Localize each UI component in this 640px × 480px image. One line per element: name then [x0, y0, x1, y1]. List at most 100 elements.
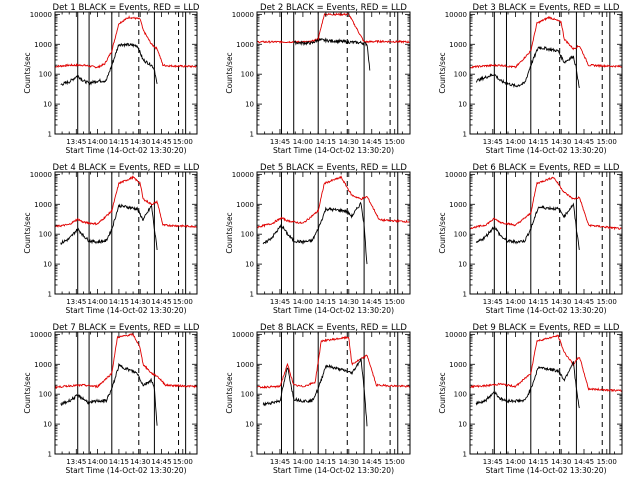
x-tick-label: 14:30: [339, 458, 359, 466]
y-axis-label: Counts/sec: [23, 212, 32, 253]
panel-det-4: 1 10 100 1000 10000 13:45 14:00 14:15 14:30 14:45…: [23, 163, 200, 315]
series-events-det-9: [475, 361, 580, 409]
x-tick-label: 13:45: [270, 298, 290, 306]
y-tick-label: 10000: [445, 331, 467, 339]
series-events-det-7: [60, 362, 158, 426]
y-tick-label: 1: [250, 291, 254, 299]
panel-det-2: 1 10 100 1000 10000 13:45 14:00 14:15 14:30 14:45…: [225, 3, 411, 155]
x-tick-label: 14:30: [130, 298, 150, 306]
y-tick-label: 1000: [34, 41, 52, 49]
panel-title: Det 1 BLACK = Events, RED = LLD: [53, 3, 200, 13]
x-tick-label: 14:30: [130, 138, 150, 146]
x-tick-label: 14:30: [551, 138, 571, 146]
x-tick-label: 14:15: [316, 298, 336, 306]
y-tick-label: 100: [241, 231, 254, 239]
x-tick-label: 15:00: [173, 138, 193, 146]
x-tick-label: 14:15: [109, 298, 129, 306]
x-axis-label: Start Time (14-Oct-02 13:30:20): [273, 306, 394, 315]
x-tick-label: 14:15: [316, 458, 336, 466]
x-tick-label: 14:30: [339, 298, 359, 306]
y-tick-label: 10000: [445, 11, 467, 19]
series-events-det-6: [475, 202, 580, 250]
series-events-det-3: [475, 46, 580, 89]
panel-det-8: 1 10 100 1000 10000 13:45 14:00 14:15 14:30 14:45…: [225, 323, 411, 475]
y-tick-label: 1000: [236, 201, 254, 209]
y-axis-label: Counts/sec: [438, 212, 447, 253]
panel-title: Det 7 BLACK = Events, RED = LLD: [53, 323, 200, 333]
x-axis-label: Start Time (14-Oct-02 13:30:20): [485, 466, 606, 475]
x-tick-label: 13:45: [270, 458, 290, 466]
x-tick-label: 15:00: [597, 138, 617, 146]
x-tick-label: 15:00: [597, 298, 617, 306]
x-tick-label: 14:45: [362, 138, 382, 146]
x-axis-label: Start Time (14-Oct-02 13:30:20): [65, 146, 186, 155]
panel-title: Det 3 BLACK = Events, RED = LLD: [473, 3, 620, 13]
plot-frame: [256, 171, 411, 295]
series-events-det-1: [60, 42, 158, 86]
x-tick-label: 14:45: [151, 138, 171, 146]
x-tick-label: 13:45: [66, 138, 86, 146]
y-tick-label: 10: [43, 261, 52, 269]
y-tick-label: 100: [39, 71, 52, 79]
y-tick-label: 100: [454, 71, 467, 79]
x-tick-label: 13:45: [66, 298, 86, 306]
x-tick-label: 13:45: [270, 138, 290, 146]
y-axis-label: Counts/sec: [23, 372, 32, 413]
x-axis-label: Start Time (14-Oct-02 13:30:20): [65, 466, 186, 475]
x-tick-label: 14:15: [528, 298, 548, 306]
y-tick-label: 10: [458, 421, 467, 429]
panel-title: Det 9 BLACK = Events, RED = LLD: [473, 323, 620, 333]
x-tick-label: 14:00: [293, 298, 313, 306]
plot-frame: [54, 11, 198, 135]
y-tick-label: 100: [241, 71, 254, 79]
x-tick-label: 13:45: [483, 298, 503, 306]
panel-det-9: 1 10 100 1000 10000 13:45 14:00 14:15 14:30 14:45…: [438, 323, 623, 475]
y-axis-label: Counts/sec: [225, 212, 234, 253]
series-lld-det-6: [469, 176, 622, 231]
x-tick-label: 14:00: [88, 458, 108, 466]
y-tick-label: 1: [48, 131, 52, 139]
y-tick-label: 10000: [232, 171, 254, 179]
panel-det-6: 1 10 100 1000 10000 13:45 14:00 14:15 14:30 14:45…: [438, 163, 623, 315]
panel-det-1: 1 10 100 1000 10000 13:45 14:00 14:15 14:30 14:45…: [23, 3, 200, 155]
x-tick-label: 14:15: [109, 458, 129, 466]
y-tick-label: 10: [458, 261, 467, 269]
y-tick-label: 1: [48, 451, 52, 459]
x-tick-label: 13:45: [483, 458, 503, 466]
y-tick-label: 10000: [445, 171, 467, 179]
y-tick-label: 1: [250, 131, 254, 139]
y-tick-label: 1: [463, 451, 467, 459]
x-axis-label: Start Time (14-Oct-02 13:30:20): [485, 306, 606, 315]
x-tick-label: 14:30: [551, 298, 571, 306]
x-tick-label: 14:00: [88, 298, 108, 306]
y-tick-label: 10: [43, 101, 52, 109]
x-tick-label: 14:45: [574, 298, 594, 306]
y-tick-label: 1: [463, 131, 467, 139]
series-lld-det-1: [54, 15, 197, 69]
x-tick-label: 14:30: [551, 458, 571, 466]
y-tick-label: 100: [39, 391, 52, 399]
x-tick-label: 14:45: [574, 458, 594, 466]
panel-title: Det 5 BLACK = Events, RED = LLD: [260, 163, 407, 173]
series-lld-det-9: [469, 334, 622, 393]
plot-frame: [469, 11, 623, 135]
x-tick-label: 15:00: [597, 458, 617, 466]
y-tick-label: 1000: [236, 41, 254, 49]
y-tick-label: 100: [454, 391, 467, 399]
x-tick-label: 14:15: [109, 138, 129, 146]
x-tick-label: 14:45: [151, 458, 171, 466]
y-tick-label: 100: [241, 391, 254, 399]
x-tick-label: 14:00: [506, 138, 526, 146]
y-tick-label: 10: [43, 421, 52, 429]
x-tick-label: 15:00: [385, 458, 405, 466]
series-events-det-5: [262, 201, 368, 265]
x-tick-label: 15:00: [385, 138, 405, 146]
series-lld-det-8: [256, 335, 410, 389]
x-axis-label: Start Time (14-Oct-02 13:30:20): [485, 146, 606, 155]
y-tick-label: 1000: [449, 41, 467, 49]
x-tick-label: 14:30: [339, 138, 359, 146]
y-tick-label: 10000: [232, 11, 254, 19]
series-lld-det-4: [54, 175, 197, 229]
panel-det-7: 1 10 100 1000 10000 13:45 14:00 14:15 14:30 14:45…: [23, 323, 200, 475]
